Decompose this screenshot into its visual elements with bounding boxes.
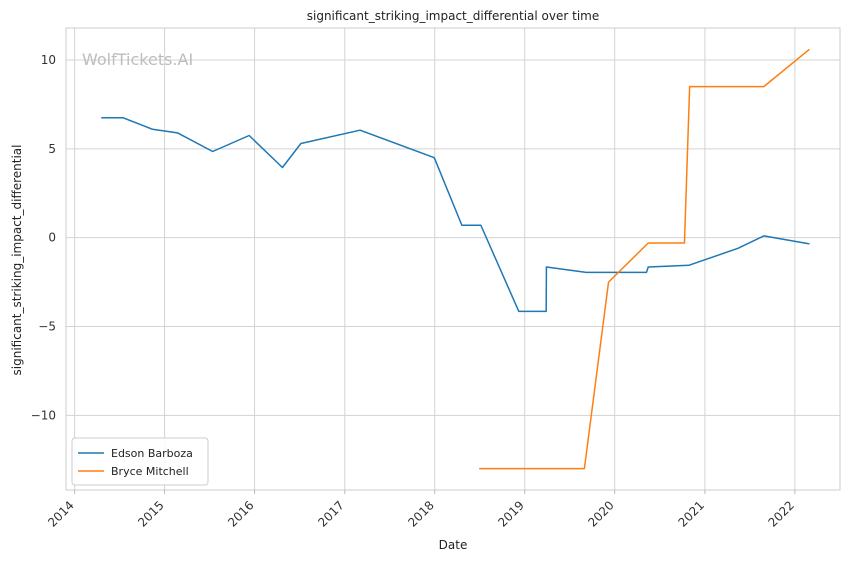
y-tick-label: 0 [48, 231, 56, 245]
plot-area [66, 28, 840, 490]
series-line-bryce-mitchell [479, 48, 810, 470]
y-tick-label: 10 [41, 53, 56, 67]
watermark: WolfTickets.AI [82, 50, 193, 69]
gridlines [66, 28, 840, 490]
legend: Edson Barboza Bryce Mitchell [71, 437, 209, 486]
series-line-edson-barboza [101, 116, 810, 313]
chart-title: significant_striking_impact_differential… [307, 9, 599, 23]
y-axis-label: significant_striking_impact_differential [10, 145, 24, 376]
plot-frame [65, 27, 841, 491]
series-lines [101, 48, 810, 470]
y-tick-label: −10 [31, 408, 56, 422]
y-tick-label: −5 [38, 320, 56, 334]
y-axis-ticks: 10 5 0 −5 −10 [31, 53, 56, 422]
y-tick-label: 5 [48, 142, 56, 156]
x-axis-label: Date [439, 538, 468, 552]
legend-label-bryce-mitchell: Bryce Mitchell [111, 465, 189, 478]
legend-label-edson-barboza: Edson Barboza [111, 447, 193, 460]
legend-box [71, 437, 209, 486]
